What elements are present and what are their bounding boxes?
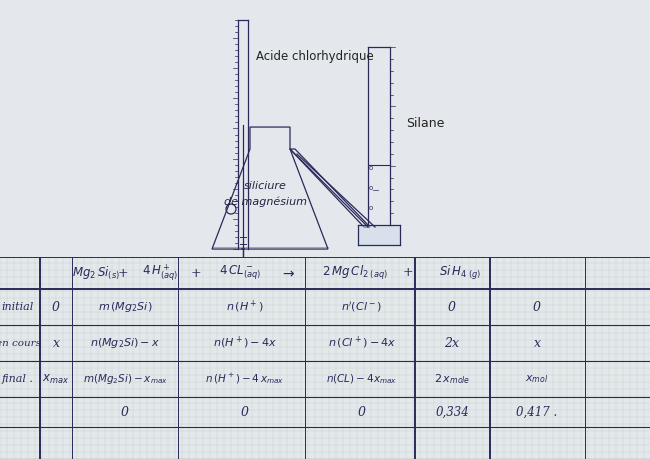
Text: x: x (534, 336, 541, 350)
Text: $n\,(H^+)$: $n\,(H^+)$ (226, 299, 264, 315)
Text: +: + (403, 266, 413, 279)
Text: o: o (369, 185, 373, 191)
Text: $n\,(Cl^+) - 4x$: $n\,(Cl^+) - 4x$ (328, 335, 396, 351)
Text: x: x (53, 336, 60, 350)
Text: $m\,(Mg_2Si)$: $m\,(Mg_2Si)$ (98, 300, 152, 314)
Text: $n(CL) - 4x_{max}$: $n(CL) - 4x_{max}$ (326, 372, 398, 386)
Text: en cours: en cours (0, 339, 40, 347)
Text: $n'(Cl^-)$: $n'(Cl^-)$ (341, 300, 383, 314)
Text: initial: initial (2, 302, 34, 312)
Text: $\rightarrow$: $\rightarrow$ (280, 266, 296, 280)
Text: Silane: Silane (406, 117, 445, 130)
Text: siliciure: siliciure (244, 181, 287, 191)
Text: $Mg_2\,Si_{(s)}$: $Mg_2\,Si_{(s)}$ (72, 264, 120, 282)
Text: 0: 0 (241, 406, 249, 419)
Text: 0,417 .: 0,417 . (516, 406, 558, 419)
Text: $Si\,H_4\,_{(g)}$: $Si\,H_4\,_{(g)}$ (439, 264, 481, 282)
Text: o: o (369, 205, 373, 211)
Text: $4\,H^+_{(aq)}$: $4\,H^+_{(aq)}$ (142, 263, 178, 283)
Text: de magnésium: de magnésium (224, 196, 307, 207)
Text: final .: final . (2, 374, 34, 384)
Text: $4\,CL^-_{(aq)}$: $4\,CL^-_{(aq)}$ (219, 264, 261, 282)
Text: +: + (190, 267, 202, 280)
Text: 2x: 2x (445, 336, 460, 350)
Text: +: + (118, 267, 128, 280)
Text: 0: 0 (52, 301, 60, 313)
Text: $x_{max}$: $x_{max}$ (42, 373, 70, 386)
Text: $n\,(H^+) - 4\,x_{max}$: $n\,(H^+) - 4\,x_{max}$ (205, 372, 285, 386)
Text: Acide chlorhydrique: Acide chlorhydrique (256, 50, 374, 63)
Text: $m(Mg_2Si) - x_{max}$: $m(Mg_2Si) - x_{max}$ (83, 372, 168, 386)
Text: $n(H^+) - 4x$: $n(H^+) - 4x$ (213, 335, 277, 351)
Text: $n(Mg_2Si) - x$: $n(Mg_2Si) - x$ (90, 336, 160, 350)
Text: 0: 0 (533, 301, 541, 313)
Text: $2\,x_{mole}$: $2\,x_{mole}$ (434, 372, 470, 386)
Text: o: o (369, 165, 373, 171)
Text: 0: 0 (358, 406, 366, 419)
Text: 0: 0 (448, 301, 456, 313)
Text: 0: 0 (121, 406, 129, 419)
Text: $x_{mol}$: $x_{mol}$ (525, 373, 549, 385)
Text: 0,334: 0,334 (435, 406, 469, 419)
Text: $2\,Mg\,Cl_2\,_{(aq)}$: $2\,Mg\,Cl_2\,_{(aq)}$ (322, 264, 388, 282)
